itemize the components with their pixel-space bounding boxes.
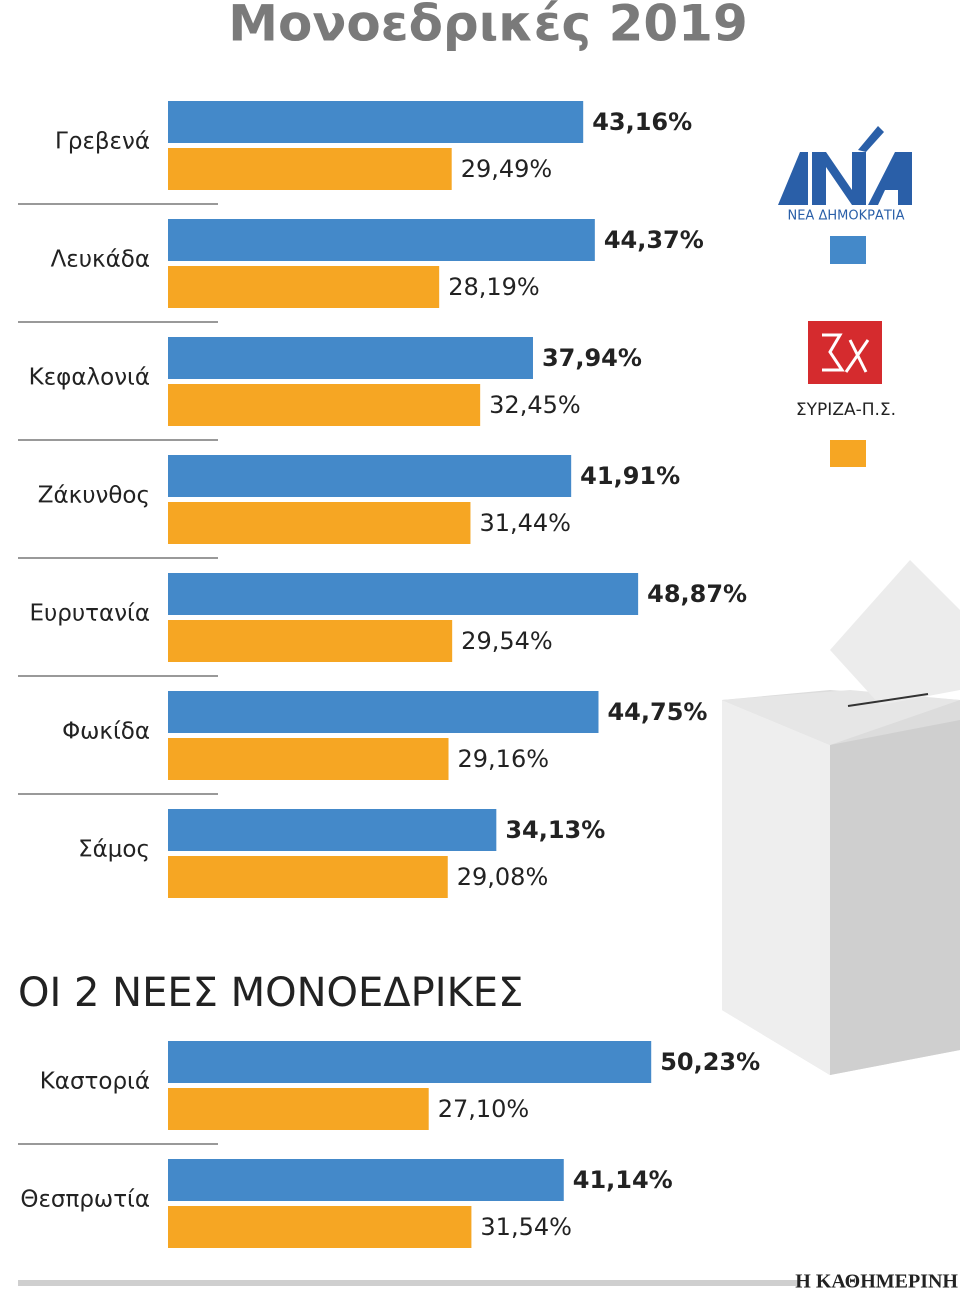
category-label: Ζάκυνθος: [38, 483, 150, 509]
bar: [168, 219, 595, 261]
ballot-box-illustration: [722, 560, 960, 1075]
value-label: 44,37%: [604, 226, 704, 254]
bar: [168, 337, 533, 379]
category-label: Φωκίδα: [62, 719, 150, 745]
bar: [168, 384, 481, 426]
bar: [168, 573, 639, 615]
value-label: 27,10%: [438, 1095, 530, 1123]
legend-label: ΣΥΡΙΖΑ-Π.Σ.: [796, 400, 896, 420]
value-label: 48,87%: [647, 580, 747, 608]
source: Η ΚΑΘΗΜΕΡΙΝΗ: [795, 1271, 958, 1293]
value-label: 41,91%: [580, 462, 680, 490]
bar: [168, 101, 584, 143]
value-label: 29,08%: [457, 863, 549, 891]
syriza-logo: [808, 321, 882, 384]
category-label: Ευρυτανία: [29, 601, 150, 627]
category-label: Θεσπρωτία: [20, 1187, 150, 1213]
category-label: Γρεβενά: [55, 129, 150, 155]
chart-title: Μονοεδρικές 2019: [228, 0, 748, 53]
bar: [168, 856, 448, 898]
category-label: Καστοριά: [40, 1069, 150, 1095]
value-label: 37,94%: [542, 344, 642, 372]
bar: [168, 502, 471, 544]
legend-label: ΝΕΑ ΔΗΜΟΚΡΑΤΙΑ: [787, 209, 904, 224]
bar: [168, 1088, 429, 1130]
bar: [168, 620, 453, 662]
bar: [168, 455, 572, 497]
bar: [168, 1206, 472, 1248]
value-label: 31,44%: [479, 509, 571, 537]
value-label: 29,54%: [461, 627, 553, 655]
bar: [168, 738, 449, 780]
value-label: 29,49%: [461, 155, 553, 183]
value-label: 43,16%: [592, 108, 692, 136]
category-label: Κεφαλονιά: [29, 365, 150, 391]
bar: [168, 691, 599, 733]
value-label: 34,13%: [505, 816, 605, 844]
bar: [168, 1159, 564, 1201]
value-label: 41,14%: [573, 1166, 673, 1194]
bar: [168, 148, 452, 190]
bar: [168, 809, 497, 851]
bar: [168, 266, 440, 308]
nd-logo: [778, 126, 912, 205]
legend-swatch: [830, 440, 866, 467]
value-label: 28,19%: [448, 273, 540, 301]
category-label: Σάμος: [78, 837, 150, 863]
category-label: Λευκάδα: [51, 247, 150, 273]
value-label: 44,75%: [607, 698, 707, 726]
value-label: 32,45%: [489, 391, 581, 419]
value-label: 29,16%: [458, 745, 550, 773]
chart-title: ΟΙ 2 ΝΕΕΣ ΜΟΝΟΕΔΡΙΚΕΣ: [18, 970, 523, 1016]
value-label: 50,23%: [660, 1048, 760, 1076]
bar: [168, 1041, 652, 1083]
legend-swatch: [830, 236, 866, 264]
value-label: 31,54%: [480, 1213, 572, 1241]
